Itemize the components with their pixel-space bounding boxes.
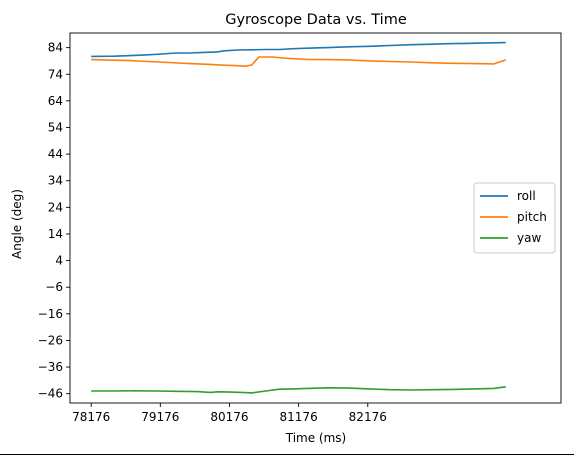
y-tick-label: −16 xyxy=(38,307,63,321)
plot-area xyxy=(69,32,562,404)
series-line-yaw xyxy=(91,386,506,394)
y-tick-label: 24 xyxy=(48,200,63,214)
y-axis-label: Angle (deg) xyxy=(10,189,24,259)
x-tick-label: 79176 xyxy=(141,410,179,424)
legend-box xyxy=(473,182,556,254)
x-tick-label: 80176 xyxy=(210,410,248,424)
x-axis-label: Time (ms) xyxy=(285,431,347,445)
y-tick-label: −46 xyxy=(38,387,63,401)
chart-title: Gyroscope Data vs. Time xyxy=(225,12,407,28)
y-tick-label: 84 xyxy=(48,41,63,55)
legend: roll pitch yaw xyxy=(473,182,556,254)
bottom-divider xyxy=(0,454,574,455)
series-line-pitch xyxy=(91,56,506,68)
y-tick-label: 44 xyxy=(48,147,63,161)
legend-label-roll: roll xyxy=(517,189,536,203)
y-tick-label: 74 xyxy=(48,67,63,81)
y-tick-label: 54 xyxy=(48,120,63,134)
y-tick-label: 14 xyxy=(48,227,63,241)
x-tick-label: 82176 xyxy=(349,410,387,424)
x-tick-label: 81176 xyxy=(280,410,318,424)
y-tick-label: 4 xyxy=(55,254,63,268)
y-tick-label: 34 xyxy=(48,174,63,188)
plot-frame xyxy=(69,32,562,404)
y-tick-label: −36 xyxy=(38,360,63,374)
legend-label-yaw: yaw xyxy=(517,231,541,245)
legend-label-pitch: pitch xyxy=(517,210,547,224)
x-axis-ticks: 78176 79176 80176 81176 82176 xyxy=(72,403,387,424)
y-tick-label: −6 xyxy=(45,280,63,294)
y-axis-ticks: 84 74 64 54 44 34 24 14 4 −6 −16 −26 −36 −46 xyxy=(38,41,70,401)
y-tick-label: −26 xyxy=(38,333,63,347)
y-tick-label: 64 xyxy=(48,94,63,108)
x-tick-label: 78176 xyxy=(72,410,110,424)
series-line-roll xyxy=(91,41,506,58)
